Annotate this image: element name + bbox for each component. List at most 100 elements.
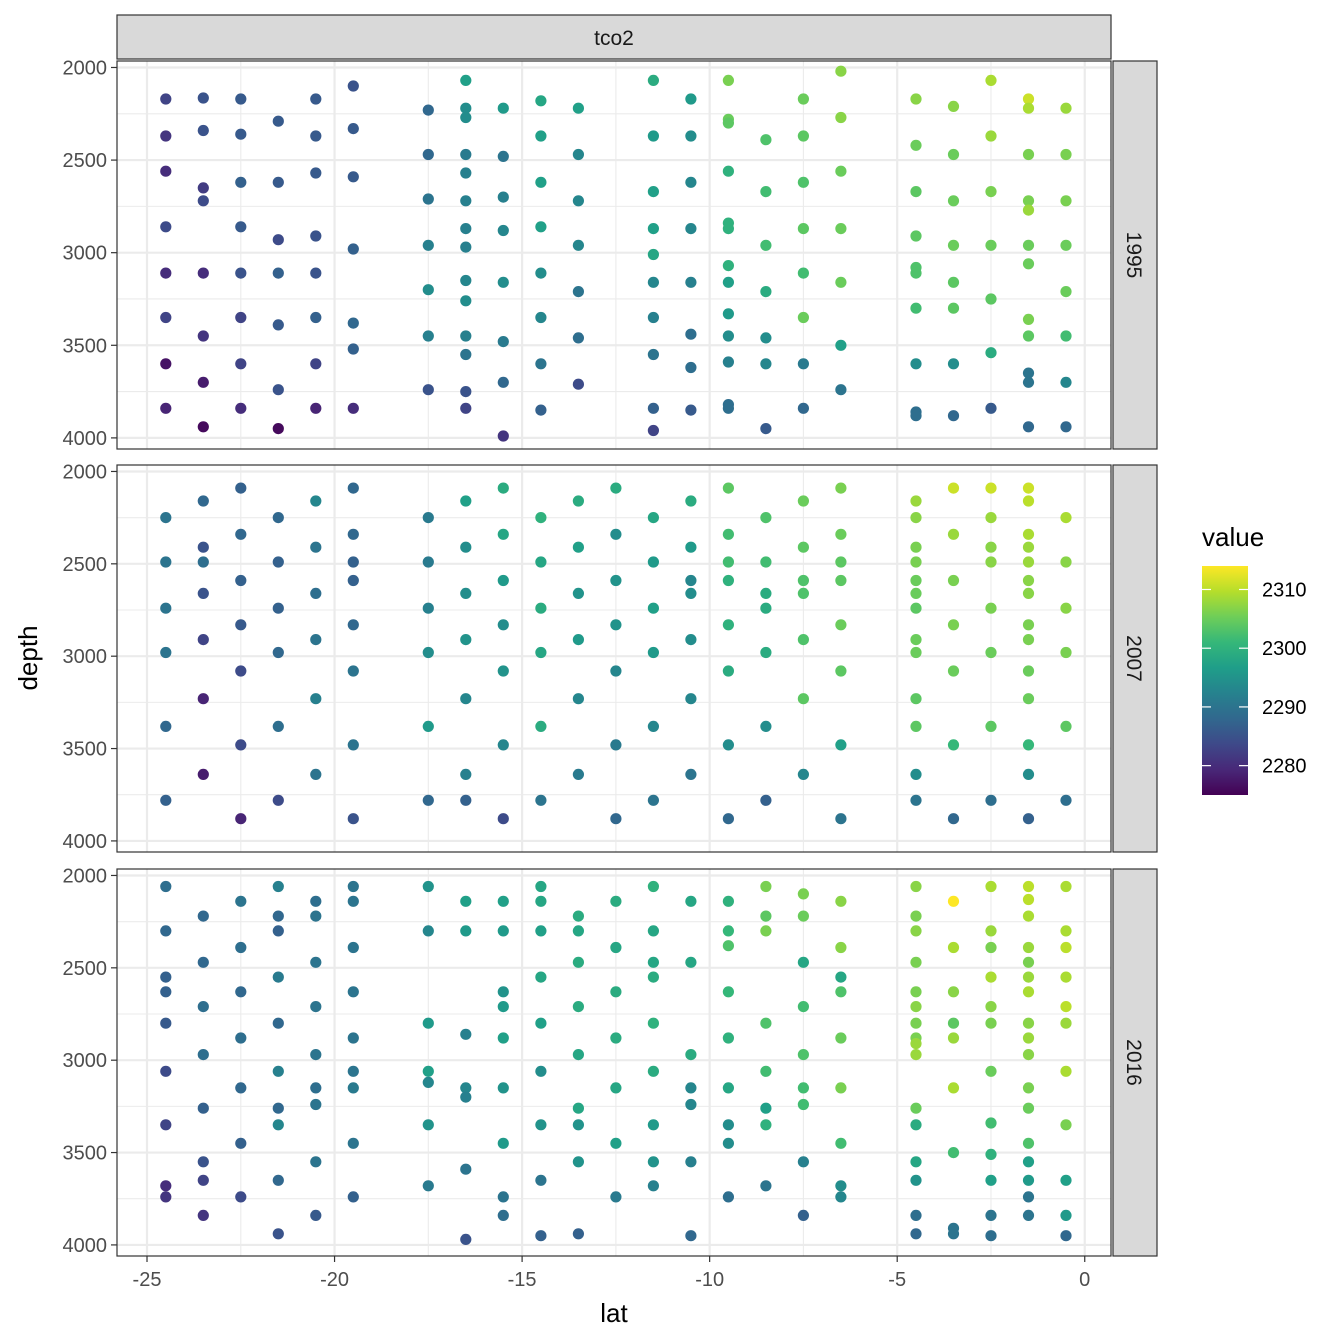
y-tick-label: 2000	[63, 865, 108, 887]
data-point	[422, 556, 434, 568]
data-point	[797, 587, 810, 600]
data-point	[910, 768, 922, 781]
data-point	[422, 284, 434, 296]
data-point	[1022, 1191, 1035, 1203]
data-point	[272, 794, 284, 806]
data-point	[572, 378, 585, 390]
data-point	[797, 956, 810, 968]
data-point	[722, 574, 735, 587]
data-point	[1022, 893, 1035, 906]
data-point	[272, 115, 284, 127]
row-facet-strip-box	[1112, 60, 1158, 450]
data-point	[422, 193, 434, 205]
data-point	[160, 165, 172, 177]
data-point	[272, 1174, 284, 1186]
data-point	[535, 95, 547, 107]
data-point	[535, 971, 547, 983]
data-point	[572, 1156, 585, 1168]
data-point	[647, 311, 660, 324]
row-facet-strip: 2016	[1112, 868, 1158, 1257]
data-point	[722, 276, 735, 288]
data-point	[422, 1180, 434, 1192]
data-point	[460, 1082, 472, 1094]
data-point	[535, 358, 547, 370]
data-point	[797, 693, 810, 705]
data-point	[572, 693, 585, 705]
data-point	[1022, 813, 1035, 825]
data-point	[272, 880, 284, 893]
data-point	[422, 794, 434, 806]
data-point	[197, 267, 209, 279]
data-point	[535, 646, 547, 659]
data-point	[985, 293, 997, 305]
data-point	[1060, 880, 1072, 893]
data-point	[572, 1102, 585, 1114]
data-point	[910, 587, 922, 600]
data-point	[422, 720, 434, 733]
legend-tick-label: 2310	[1262, 579, 1307, 601]
data-point	[497, 102, 509, 114]
data-point	[460, 386, 472, 398]
data-point	[797, 223, 810, 235]
data-point	[197, 330, 209, 342]
data-point	[610, 813, 622, 825]
data-point	[235, 482, 247, 494]
data-point	[272, 319, 284, 331]
data-point	[760, 1180, 772, 1192]
data-point	[497, 895, 509, 907]
data-point	[722, 619, 735, 631]
data-point	[197, 376, 209, 388]
data-point	[610, 665, 622, 677]
data-point	[910, 410, 922, 422]
major-gridlines	[117, 61, 1111, 449]
data-point	[1060, 1001, 1072, 1013]
data-point	[535, 1230, 547, 1242]
data-point	[160, 221, 172, 233]
data-point	[422, 239, 434, 251]
data-point	[1022, 367, 1035, 379]
data-point	[197, 92, 209, 104]
data-point	[460, 274, 472, 287]
data-point	[1060, 102, 1072, 114]
data-point	[572, 102, 585, 114]
data-point	[985, 511, 997, 524]
minor-gridlines	[117, 869, 1111, 1256]
data-point	[760, 358, 772, 370]
data-point	[235, 813, 247, 825]
data-point	[1022, 739, 1035, 751]
data-point	[835, 813, 847, 825]
data-point	[347, 1065, 359, 1077]
data-point	[760, 186, 772, 198]
data-point	[160, 311, 172, 324]
data-point	[947, 895, 960, 907]
data-point	[722, 895, 735, 907]
data-point	[572, 634, 585, 646]
facet-panels: 2000 2500 3000 3500 4000 1995 2000 2500 3000 3500…	[63, 57, 1158, 1257]
data-point	[460, 1163, 472, 1175]
data-point	[347, 986, 359, 998]
data-point	[910, 230, 922, 242]
data-point	[497, 1209, 509, 1221]
data-point	[610, 1032, 622, 1044]
data-point	[235, 895, 247, 907]
data-point	[1022, 768, 1035, 781]
data-point	[310, 267, 322, 279]
data-point	[1060, 720, 1072, 733]
data-point	[272, 384, 284, 396]
data-point	[722, 165, 735, 177]
data-point	[647, 956, 660, 968]
data-point	[460, 768, 472, 781]
data-point	[460, 541, 472, 553]
data-point	[422, 511, 434, 524]
data-point	[160, 1065, 172, 1077]
data-point	[460, 348, 472, 361]
data-point	[460, 167, 472, 179]
points-2007	[160, 482, 1072, 825]
data-point	[535, 1119, 547, 1131]
data-point	[910, 541, 922, 553]
data-point	[572, 768, 585, 781]
data-point	[572, 956, 585, 968]
points-1995	[160, 65, 1072, 442]
data-point	[722, 74, 735, 86]
data-point	[347, 619, 359, 631]
